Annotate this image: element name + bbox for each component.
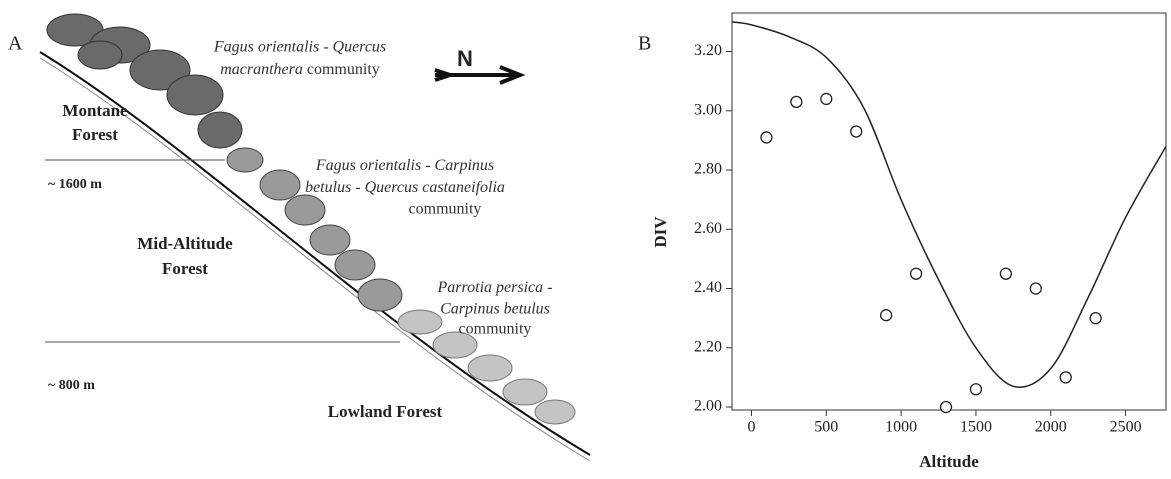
x-tick-label: 0 [747, 419, 755, 436]
data-point [1090, 313, 1101, 324]
x-tick-label: 2000 [1035, 419, 1067, 436]
community-label-part: Parrotia persica [437, 279, 544, 296]
y-tick-label: 3.20 [694, 42, 722, 59]
data-point [1030, 283, 1041, 294]
panel-b: B Altitude DIV 2.00 2.20 2.40 2.60 2.80 3.00 3… [638, 13, 1166, 471]
community-label-part: - [425, 157, 434, 174]
data-point [1000, 268, 1011, 279]
zone-label: Forest [72, 125, 118, 144]
plot-frame [732, 13, 1166, 410]
community-label: community [409, 201, 482, 218]
altitude-label: ~ 800 m [48, 378, 95, 393]
community-label-part: betulus [305, 179, 351, 196]
figure: A Fagus orientalis - Quercus macranthera… [0, 0, 1171, 479]
data-point [911, 268, 922, 279]
community-label: community [459, 321, 532, 338]
community-label-part: community [307, 61, 380, 78]
y-tick-label: 2.80 [694, 161, 722, 178]
panel-label: B [638, 33, 651, 55]
community-label: Fagus orientalis - Quercus [213, 39, 386, 56]
y-tick-label: 2.40 [694, 279, 722, 296]
y-axis-title: DIV [651, 216, 670, 248]
data-point [821, 93, 832, 104]
community-label-part: Fagus orientalis [315, 157, 421, 174]
zone-label: Forest [162, 259, 208, 278]
zone-label: Montane [62, 101, 128, 120]
fit-curve [732, 22, 1166, 387]
community-label-part: Carpinus [435, 157, 495, 174]
x-tick-label: 1000 [885, 419, 917, 436]
data-point [1060, 372, 1071, 383]
community-label: Parrotia persica - [437, 279, 553, 296]
data-point [970, 384, 981, 395]
north-label: N [457, 46, 473, 71]
altitude-label: ~ 1600 m [48, 177, 102, 192]
community-label-part: - [355, 179, 364, 196]
panel-label: A [8, 33, 23, 55]
north-arrow [435, 67, 520, 83]
community-label-part: Quercus castaneifolia [365, 179, 505, 196]
data-point [761, 132, 772, 143]
community-label: macranthera community [220, 61, 380, 78]
x-tick-label: 1500 [960, 419, 992, 436]
x-axis-title: Altitude [919, 452, 979, 471]
data-point [791, 96, 802, 107]
y-tick-label: 2.60 [694, 220, 722, 237]
data-point [941, 402, 952, 413]
y-tick-label: 2.00 [694, 398, 722, 415]
data-point [881, 310, 892, 321]
community-label: Carpinus betulus [440, 301, 550, 318]
x-tick-label: 2500 [1110, 419, 1142, 436]
zone-label: Lowland Forest [328, 402, 443, 421]
y-tick-label: 2.20 [694, 338, 722, 355]
data-point [851, 126, 862, 137]
y-tick-label: 3.00 [694, 101, 722, 118]
panel-a: A Fagus orientalis - Quercus macranthera… [8, 14, 590, 461]
community-label-part: macranthera [220, 61, 303, 78]
x-tick-label: 500 [814, 419, 838, 436]
community-label: Fagus orientalis - Carpinus [315, 157, 494, 174]
community-label: betulus - Quercus castaneifolia [305, 179, 505, 196]
zone-label: Mid-Altitude [137, 234, 233, 253]
community-label-part: - [547, 279, 552, 296]
